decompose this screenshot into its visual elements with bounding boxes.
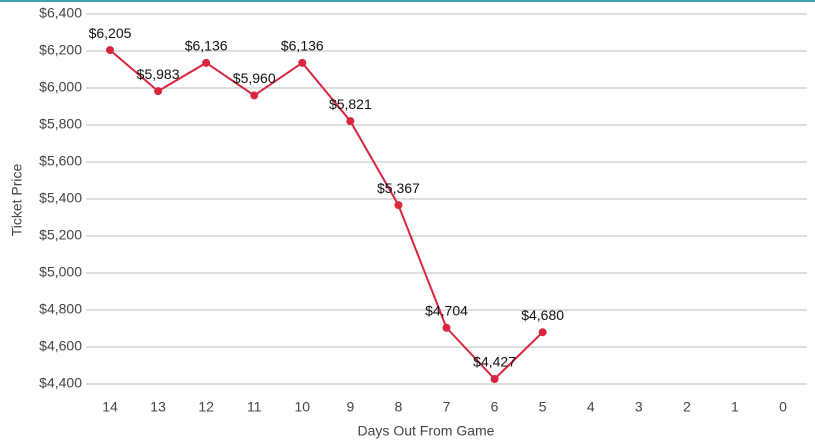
x-tick-label: 3 [635,399,643,415]
y-tick-label: $5,800 [39,116,82,132]
y-tick-label: $4,400 [39,375,82,391]
data-label: $4,680 [521,307,564,323]
data-label: $4,427 [473,354,516,370]
y-tick-label: $5,200 [39,227,82,243]
x-tick-label: 10 [294,399,310,415]
x-tick-label: 8 [395,399,403,415]
y-tick-label: $5,400 [39,190,82,206]
y-tick-label: $6,200 [39,42,82,58]
x-tick-label: 9 [346,399,354,415]
x-tick-label: 4 [587,399,595,415]
data-point [106,46,114,55]
x-tick-label: 11 [247,399,262,415]
line [109,49,544,381]
x-tick-label: 14 [102,399,118,415]
data-point [538,328,547,337]
x-tick-label: 6 [491,399,499,415]
x-tick-label: 7 [443,399,451,415]
y-tick-label: $4,800 [39,301,82,317]
x-tick-label: 0 [779,399,787,415]
data-point [202,58,211,67]
data-label: $6,205 [89,25,132,41]
data-point [250,91,259,100]
y-tick-label: $4,600 [39,338,82,354]
y-tick-label: $6,400 [39,5,82,21]
data-label: $5,960 [233,70,276,86]
data-label: $5,983 [137,66,180,82]
y-axis-label: Ticket Price [9,163,25,236]
data-point [442,323,451,332]
data-label: $4,704 [425,302,468,318]
data-label: $5,821 [329,96,372,112]
data-point [394,201,403,210]
y-tick-label: $6,000 [39,79,82,95]
x-tick-label: 12 [198,399,214,415]
data-label: $5,367 [377,180,420,196]
data-point [346,117,355,126]
data-label: $6,136 [185,38,228,54]
data-label: $6,136 [281,38,324,54]
x-tick-label: 5 [539,399,547,415]
data-point [154,87,163,96]
data-point [490,375,499,384]
y-tick-label: $5,600 [39,153,82,169]
y-tick-label: $5,000 [39,264,82,280]
x-tick-label: 2 [683,399,691,415]
data-point [298,58,307,67]
x-tick-label: 1 [731,399,739,415]
x-axis-label: Days Out From Game [358,423,495,439]
x-tick-label: 13 [150,399,166,415]
